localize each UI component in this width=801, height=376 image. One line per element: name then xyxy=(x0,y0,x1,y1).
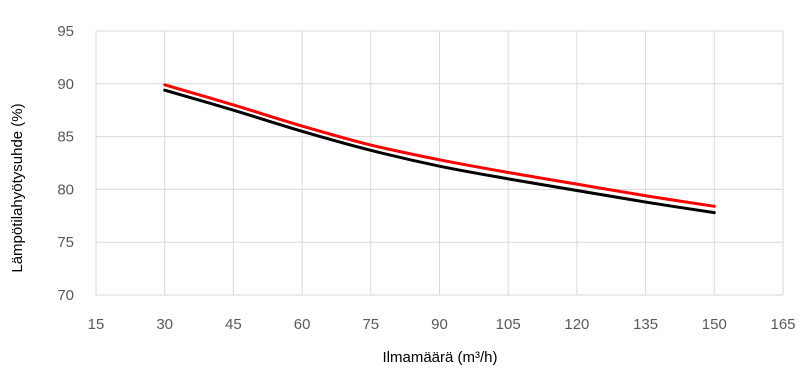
x-tick-label: 135 xyxy=(633,316,658,333)
x-tick-label: 120 xyxy=(564,316,589,333)
y-tick-label: 70 xyxy=(57,287,74,304)
series-line xyxy=(163,83,716,208)
x-tick-label: 30 xyxy=(156,316,173,333)
x-tick-label: 15 xyxy=(88,316,105,333)
y-axis-tick-labels: 70 75 80 85 90 95 xyxy=(57,23,74,304)
x-tick-label: 60 xyxy=(294,316,311,333)
x-tick-label: 45 xyxy=(225,316,242,333)
grid xyxy=(95,30,784,296)
series-line xyxy=(163,88,716,215)
y-tick-label: 80 xyxy=(57,181,74,198)
x-tick-label: 90 xyxy=(431,316,448,333)
series-group xyxy=(163,83,716,215)
y-tick-label: 75 xyxy=(57,234,74,251)
y-axis-title: Lämpötilahyötysuhde (%) xyxy=(9,103,26,272)
x-tick-label: 75 xyxy=(362,316,379,333)
x-axis-title: Ilmamäärä (m³/h) xyxy=(382,349,497,366)
y-tick-label: 85 xyxy=(57,129,74,146)
x-tick-label: 165 xyxy=(770,316,795,333)
y-tick-label: 95 xyxy=(57,23,74,40)
x-tick-label: 150 xyxy=(702,316,727,333)
x-tick-label: 105 xyxy=(496,316,521,333)
y-tick-label: 90 xyxy=(57,76,74,93)
x-axis-tick-labels: 15 30 45 60 75 90 105 120 135 150 165 xyxy=(88,316,796,333)
